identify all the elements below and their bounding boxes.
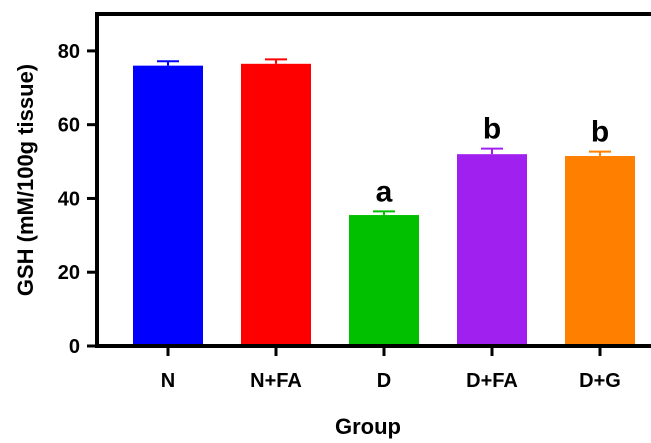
bars [133,63,635,347]
bar [133,65,203,347]
y-tick-label: 0 [69,336,80,358]
x-axis-title: Group [335,414,401,439]
x-tick-label: N+FA [250,370,302,392]
y-tick-label: 20 [58,262,80,284]
x-tick-label: D [377,370,391,392]
error-bars [157,58,611,216]
bar [457,154,527,346]
significance-label: b [483,113,501,146]
bar [241,63,311,347]
x-tick-label: N [161,370,175,392]
y-ticks: 0 20 40 60 80 [58,41,97,358]
y-tick-label: 60 [58,115,80,137]
significance-label: a [376,175,393,208]
y-axis-title: GSH (mM/100g tissue) [13,64,38,296]
x-tick-label: D+FA [466,370,518,392]
axes [95,12,651,348]
significance-label: b [591,116,609,149]
y-tick-label: 40 [58,188,80,210]
x-ticks: N N+FA D D+FA D+G [161,346,621,392]
bar [349,215,419,346]
bar [565,156,635,346]
y-tick-label: 80 [58,41,80,63]
significance-labels: a b b [376,113,610,209]
x-tick-label: D+G [579,370,621,392]
